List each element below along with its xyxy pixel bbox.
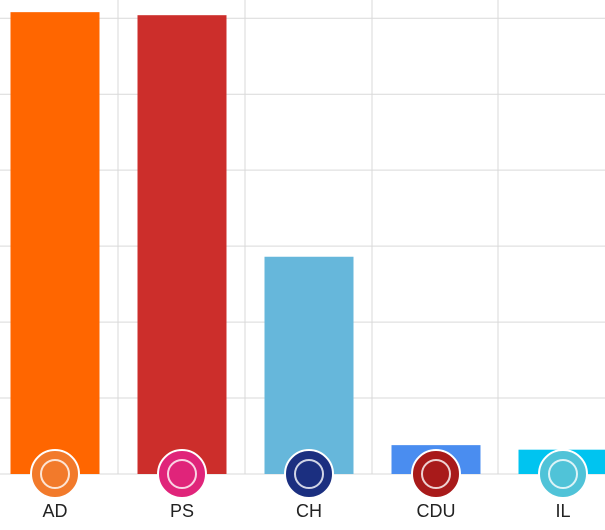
party-logo	[157, 449, 207, 499]
bar	[137, 15, 227, 474]
party-logo-inner	[167, 459, 197, 489]
bar	[10, 12, 100, 475]
party-logo-inner	[421, 459, 451, 489]
bar	[264, 256, 354, 474]
party-logo	[284, 449, 334, 499]
party-logo-inner	[40, 459, 70, 489]
x-tick-label: IL	[555, 501, 570, 521]
party-logo	[411, 449, 461, 499]
vertical-grid	[117, 0, 499, 474]
x-tick-label: CH	[296, 501, 322, 521]
party-logo-inner	[294, 459, 324, 489]
party-logo	[538, 449, 588, 499]
party-logo-inner	[548, 459, 578, 489]
party-logo	[30, 449, 80, 499]
x-tick-label: CDU	[417, 501, 456, 521]
x-tick-label: PS	[170, 501, 194, 521]
x-tick-label: AD	[42, 501, 67, 521]
